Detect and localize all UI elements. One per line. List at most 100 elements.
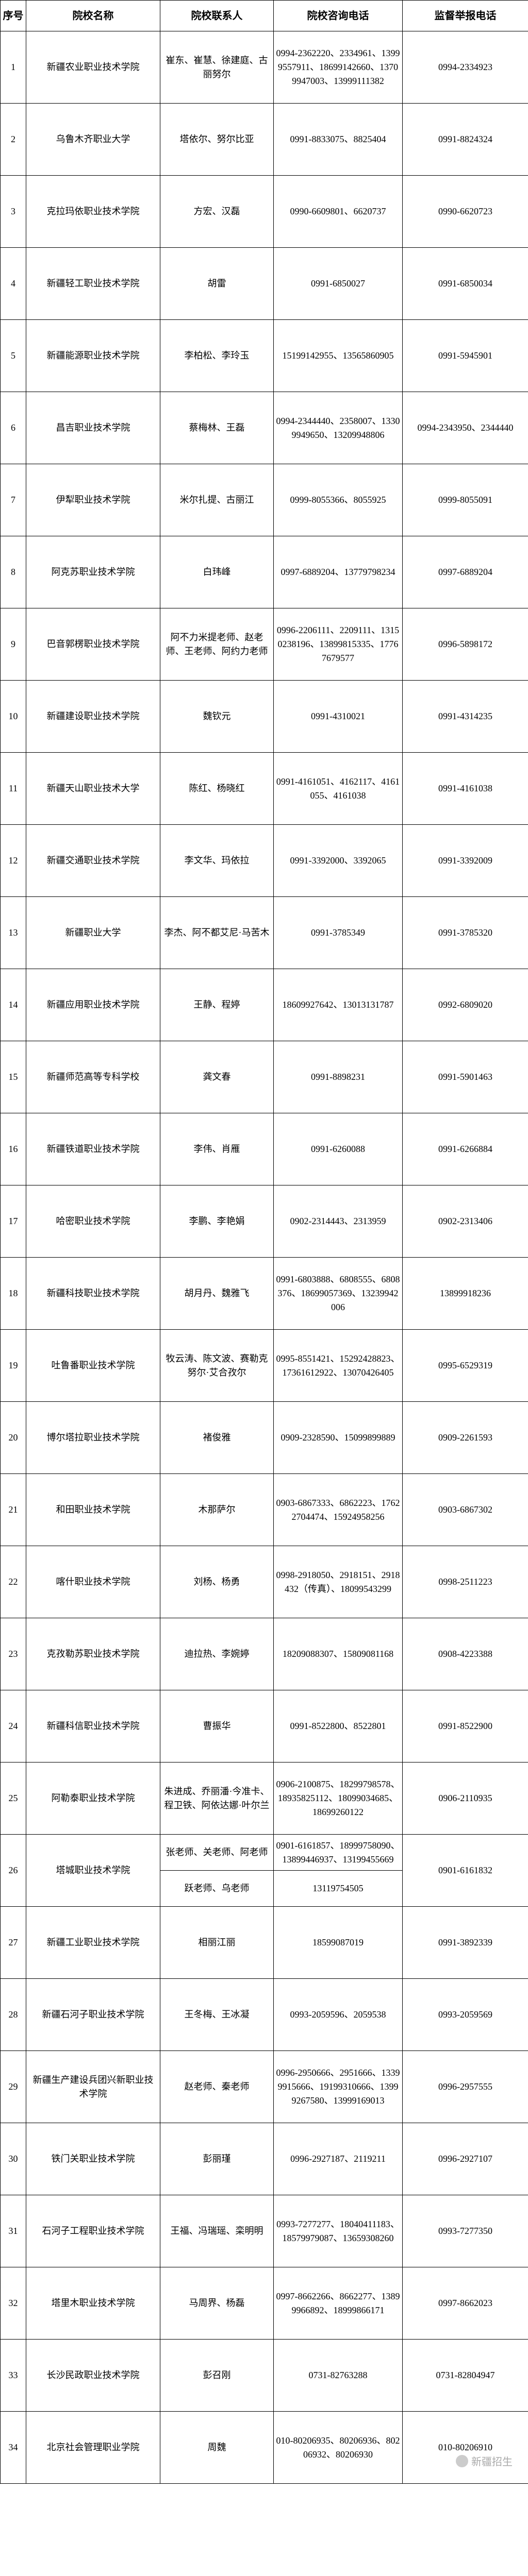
cell-name: 新疆职业大学 [26, 897, 160, 969]
table-row: 12新疆交通职业技术学院李文华、玛依拉0991-3392000、33920650… [1, 825, 528, 897]
cell-idx: 14 [1, 969, 26, 1041]
cell-idx: 18 [1, 1258, 26, 1330]
table-row: 26塔城职业技术学院张老师、关老师、阿老师跃老师、乌老师0901-6161857… [1, 1835, 528, 1907]
cell-supervise: 0731-82804947 [403, 2340, 528, 2412]
cell-idx: 13 [1, 897, 26, 969]
cell-name: 新疆轻工职业技术学院 [26, 248, 160, 320]
cell-phone: 15199142955、13565860905 [274, 320, 403, 392]
cell-supervise: 0994-2334923 [403, 31, 528, 104]
cell-contact: 李文华、玛依拉 [160, 825, 274, 897]
cell-idx: 21 [1, 1474, 26, 1546]
cell-contact: 朱进成、乔丽潘·今准卡、程卫铁、阿依达娜·叶尔兰 [160, 1762, 274, 1835]
cell-contact: 王冬梅、王冰凝 [160, 1979, 274, 2051]
cell-name: 新疆能源职业技术学院 [26, 320, 160, 392]
cell-contact: 刘杨、杨勇 [160, 1546, 274, 1618]
table-row: 29新疆生产建设兵团兴新职业技术学院赵老师、秦老师0996-2950666、29… [1, 2051, 528, 2123]
table-row: 32塔里木职业技术学院马周界、杨磊0997-8662266、8662277、13… [1, 2267, 528, 2340]
cell-supervise: 0908-4223388 [403, 1618, 528, 1690]
cell-contact: 胡雷 [160, 248, 274, 320]
cell-contact: 彭召刚 [160, 2340, 274, 2412]
header-0: 序号 [1, 1, 26, 31]
cell-phone: 0996-2206111、2209111、13150238196、1389981… [274, 608, 403, 681]
cell-phone: 0991-3392000、3392065 [274, 825, 403, 897]
cell-contact: 蔡梅林、王磊 [160, 392, 274, 464]
table-row: 33长沙民政职业技术学院彭召刚0731-827632880731-8280494… [1, 2340, 528, 2412]
cell-phone: 0990-6609801、6620737 [274, 176, 403, 248]
cell-contact: 迪拉热、李婉婷 [160, 1618, 274, 1690]
cell-phone: 0991-8898231 [274, 1041, 403, 1113]
cell-supervise: 0993-2059569 [403, 1979, 528, 2051]
cell-name: 克拉玛依职业技术学院 [26, 176, 160, 248]
cell-phone: 0991-4310021 [274, 681, 403, 753]
cell-contact: 米尔扎提、古丽江 [160, 464, 274, 536]
cell-phone: 0991-6850027 [274, 248, 403, 320]
cell-supervise: 0995-6529319 [403, 1330, 528, 1402]
table-row: 28新疆石河子职业技术学院王冬梅、王冰凝0993-2059596、2059538… [1, 1979, 528, 2051]
cell-idx: 3 [1, 176, 26, 248]
cell-phone: 0996-2927187、2119211 [274, 2123, 403, 2195]
cell-supervise: 0902-2313406 [403, 1185, 528, 1258]
cell-idx: 9 [1, 608, 26, 681]
cell-supervise: 0996-2927107 [403, 2123, 528, 2195]
cell-supervise: 0991-5901463 [403, 1041, 528, 1113]
cell-supervise: 0997-8662023 [403, 2267, 528, 2340]
watermark-text: 新疆招生 [471, 2453, 513, 2468]
cell-supervise: 0991-4161038 [403, 753, 528, 825]
table-row: 27新疆工业职业技术学院相丽江丽185990870190991-3892339 [1, 1907, 528, 1979]
cell-name: 新疆铁道职业技术学院 [26, 1113, 160, 1185]
header-3: 院校咨询电话 [274, 1, 403, 31]
cell-phone: 0995-8551421、15292428823、17361612922、130… [274, 1330, 403, 1402]
cell-idx: 26 [1, 1835, 26, 1907]
cell-idx: 10 [1, 681, 26, 753]
cell-name: 新疆农业职业技术学院 [26, 31, 160, 104]
cell-phone: 0991-3785349 [274, 897, 403, 969]
cell-phone: 0996-2950666、2951666、13399915666、1919931… [274, 2051, 403, 2123]
cell-contact: 塔依尔、努尔比亚 [160, 104, 274, 176]
cell-name: 乌鲁木齐职业大学 [26, 104, 160, 176]
cell-name: 长沙民政职业技术学院 [26, 2340, 160, 2412]
cell-contact: 龚文春 [160, 1041, 274, 1113]
table-row: 11新疆天山职业技术大学陈红、杨晓红0991-4161051、4162117、4… [1, 753, 528, 825]
cell-supervise: 0994-2343950、2344440 [403, 392, 528, 464]
cell-supervise: 0909-2261593 [403, 1402, 528, 1474]
cell-idx: 7 [1, 464, 26, 536]
table-row: 19吐鲁番职业技术学院牧云涛、陈文波、赛勒克努尔·艾合孜尔0995-855142… [1, 1330, 528, 1402]
cell-supervise: 0990-6620723 [403, 176, 528, 248]
table-row: 20博尔塔拉职业技术学院褚俊雅0909-2328590、150998998890… [1, 1402, 528, 1474]
cell-supervise: 0996-5898172 [403, 608, 528, 681]
table-row: 5新疆能源职业技术学院李柏松、李玲玉15199142955、1356586090… [1, 320, 528, 392]
cell-phone: 0991-8833075、8825404 [274, 104, 403, 176]
cell-name: 克孜勒苏职业技术学院 [26, 1618, 160, 1690]
cell-supervise: 0991-5945901 [403, 320, 528, 392]
cell-name: 石河子工程职业技术学院 [26, 2195, 160, 2267]
cell-name: 新疆工业职业技术学院 [26, 1907, 160, 1979]
cell-supervise: 0903-6867302 [403, 1474, 528, 1546]
cell-name: 哈密职业技术学院 [26, 1185, 160, 1258]
cell-contact: 曹振华 [160, 1690, 274, 1762]
cell-supervise: 0991-3892339 [403, 1907, 528, 1979]
cell-supervise: 0906-2110935 [403, 1762, 528, 1835]
cell-name: 新疆石河子职业技术学院 [26, 1979, 160, 2051]
cell-contact: 李柏松、李玲玉 [160, 320, 274, 392]
cell-supervise: 0991-3785320 [403, 897, 528, 969]
cell-idx: 24 [1, 1690, 26, 1762]
cell-idx: 15 [1, 1041, 26, 1113]
table-row: 15新疆师范高等专科学校龚文春0991-88982310991-5901463 [1, 1041, 528, 1113]
cell-phone: 0991-6260088 [274, 1113, 403, 1185]
cell-phone: 0993-2059596、2059538 [274, 1979, 403, 2051]
cell-name: 新疆天山职业技术大学 [26, 753, 160, 825]
cell-name: 伊犁职业技术学院 [26, 464, 160, 536]
cell-contact: 方宏、汉磊 [160, 176, 274, 248]
table-row: 17哈密职业技术学院李鹏、李艳娟0902-2314443、23139590902… [1, 1185, 528, 1258]
table-row: 6昌吉职业技术学院蔡梅林、王磊0994-2344440、2358007、1330… [1, 392, 528, 464]
cell-idx: 2 [1, 104, 26, 176]
cell-idx: 5 [1, 320, 26, 392]
table-row: 8阿克苏职业技术学院白玮峰0997-6889204、13779798234099… [1, 536, 528, 608]
table-row: 14新疆应用职业技术学院王静、程婷18609927642、13013131787… [1, 969, 528, 1041]
cell-phone: 18209088307、15809081168 [274, 1618, 403, 1690]
cell-supervise: 0996-2957555 [403, 2051, 528, 2123]
cell-idx: 27 [1, 1907, 26, 1979]
cell-name: 新疆科信职业技术学院 [26, 1690, 160, 1762]
cell-phone: 0906-2100875、18299798578、18935825112、180… [274, 1762, 403, 1835]
cell-phone: 010-80206935、80206936、80206932、80206930 [274, 2412, 403, 2484]
